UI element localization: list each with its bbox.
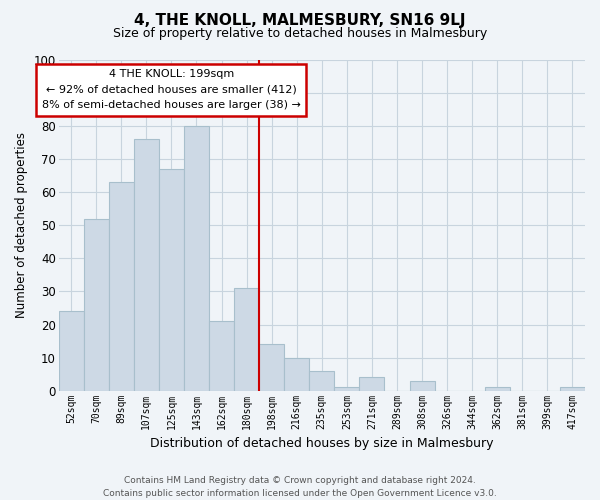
Bar [209, 321, 234, 390]
Bar [284, 358, 309, 390]
Bar [359, 378, 385, 390]
Bar [159, 169, 184, 390]
Y-axis label: Number of detached properties: Number of detached properties [15, 132, 28, 318]
Bar [485, 388, 510, 390]
Bar [309, 371, 334, 390]
X-axis label: Distribution of detached houses by size in Malmesbury: Distribution of detached houses by size … [150, 437, 494, 450]
Bar [184, 126, 209, 390]
Bar [59, 312, 83, 390]
Bar [259, 344, 284, 391]
Bar [560, 388, 585, 390]
Bar [410, 380, 434, 390]
Text: Contains HM Land Registry data © Crown copyright and database right 2024.
Contai: Contains HM Land Registry data © Crown c… [103, 476, 497, 498]
Text: 4, THE KNOLL, MALMESBURY, SN16 9LJ: 4, THE KNOLL, MALMESBURY, SN16 9LJ [134, 12, 466, 28]
Bar [134, 140, 159, 390]
Text: 4 THE KNOLL: 199sqm
← 92% of detached houses are smaller (412)
8% of semi-detach: 4 THE KNOLL: 199sqm ← 92% of detached ho… [42, 69, 301, 110]
Text: Size of property relative to detached houses in Malmesbury: Size of property relative to detached ho… [113, 28, 487, 40]
Bar [83, 218, 109, 390]
Bar [109, 182, 134, 390]
Bar [234, 288, 259, 390]
Bar [334, 388, 359, 390]
